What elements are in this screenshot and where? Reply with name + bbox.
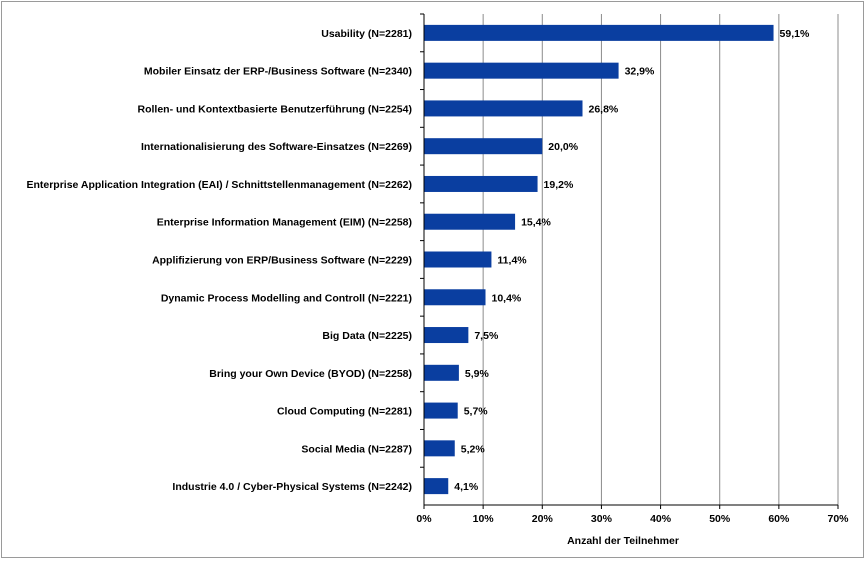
category-label: Internationalisierung des Software-Einsa…	[141, 141, 412, 153]
x-tick-label: 40%	[650, 513, 672, 525]
x-tick-label: 0%	[416, 513, 432, 525]
category-label: Enterprise Application Integration (EAI)…	[26, 179, 412, 191]
x-tick-label: 70%	[827, 513, 849, 525]
category-label: Applifizierung von ERP/Business Software…	[152, 255, 412, 267]
bar	[424, 364, 459, 381]
value-label: 5,9%	[465, 368, 490, 380]
value-label: 10,4%	[492, 292, 522, 304]
bar	[424, 289, 486, 306]
bars	[424, 24, 774, 495]
bar	[424, 327, 469, 344]
x-tick-label: 10%	[473, 513, 495, 525]
bar	[424, 251, 492, 268]
category-label: Bring your Own Device (BYOD) (N=2258)	[209, 368, 412, 380]
x-tick-label: 20%	[532, 513, 554, 525]
bar	[424, 440, 455, 457]
x-tick-label: 60%	[768, 513, 790, 525]
value-label: 4,1%	[454, 481, 479, 493]
gridlines	[482, 14, 839, 505]
value-label: 26,8%	[589, 103, 619, 115]
category-label: Enterprise Information Management (EIM) …	[157, 217, 412, 229]
value-label: 20,0%	[548, 141, 578, 153]
labels: 0% 10% 20% 30% 40% 50% 60% 70% Usability (N=2281…	[26, 28, 849, 525]
category-label: Usability (N=2281)	[321, 28, 412, 40]
category-label: Industrie 4.0 / Cyber-Physical Systems (…	[172, 481, 412, 493]
bar	[424, 138, 543, 155]
bar	[424, 100, 583, 117]
value-label: 19,2%	[544, 179, 574, 191]
value-label: 32,9%	[625, 66, 655, 78]
axes	[420, 13, 839, 509]
x-tick-label: 30%	[591, 513, 613, 525]
category-label: Dynamic Process Modelling and Controll (…	[161, 292, 412, 304]
value-label: 59,1%	[780, 28, 810, 40]
category-label: Big Data (N=2225)	[322, 330, 412, 342]
bar	[424, 402, 458, 419]
bar	[424, 24, 774, 41]
category-label: Mobiler Einsatz der ERP-/Business Softwa…	[144, 66, 412, 78]
x-tick-label: 50%	[709, 513, 731, 525]
value-label: 11,4%	[497, 255, 527, 267]
bar	[424, 175, 538, 192]
bar	[424, 478, 449, 495]
category-label: Social Media (N=2287)	[301, 443, 412, 455]
category-label: Cloud Computing (N=2281)	[277, 406, 412, 418]
value-label: 15,4%	[521, 217, 551, 229]
bar	[424, 62, 619, 79]
value-label: 5,2%	[461, 443, 486, 455]
value-label: 5,7%	[464, 406, 489, 418]
bar	[424, 213, 516, 230]
value-label: 7,5%	[474, 330, 499, 342]
category-label: Rollen- und Kontextbasierte Benutzerführ…	[138, 103, 413, 115]
x-axis-label: Anzahl der Teilnehmer	[567, 535, 679, 547]
